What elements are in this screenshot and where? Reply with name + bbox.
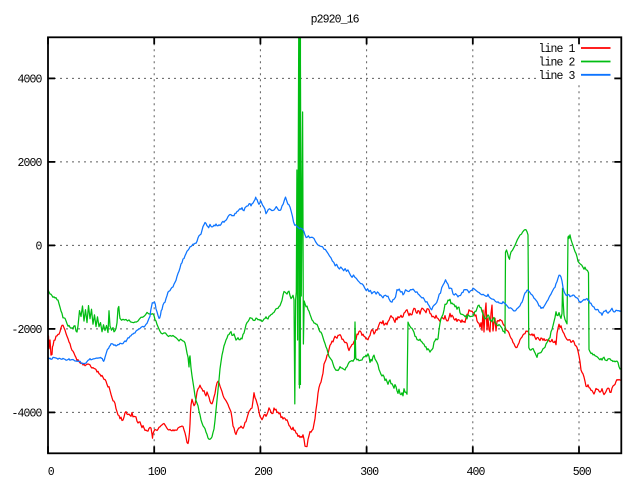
svg-text:100: 100 — [148, 466, 167, 479]
svg-text:p2920_16: p2920_16 — [311, 14, 360, 27]
svg-text:-2000: -2000 — [11, 324, 42, 337]
svg-text:0: 0 — [48, 466, 55, 479]
svg-text:500: 500 — [573, 466, 592, 479]
svg-text:300: 300 — [360, 466, 379, 479]
svg-text:2000: 2000 — [17, 157, 42, 170]
svg-text:line 2: line 2 — [538, 57, 575, 70]
svg-text:line 3: line 3 — [538, 70, 575, 83]
svg-text:400: 400 — [466, 466, 485, 479]
svg-text:line 1: line 1 — [538, 43, 575, 56]
svg-text:4000: 4000 — [17, 73, 42, 86]
svg-text:0: 0 — [35, 240, 42, 253]
svg-text:-4000: -4000 — [11, 407, 42, 420]
svg-text:200: 200 — [254, 466, 273, 479]
